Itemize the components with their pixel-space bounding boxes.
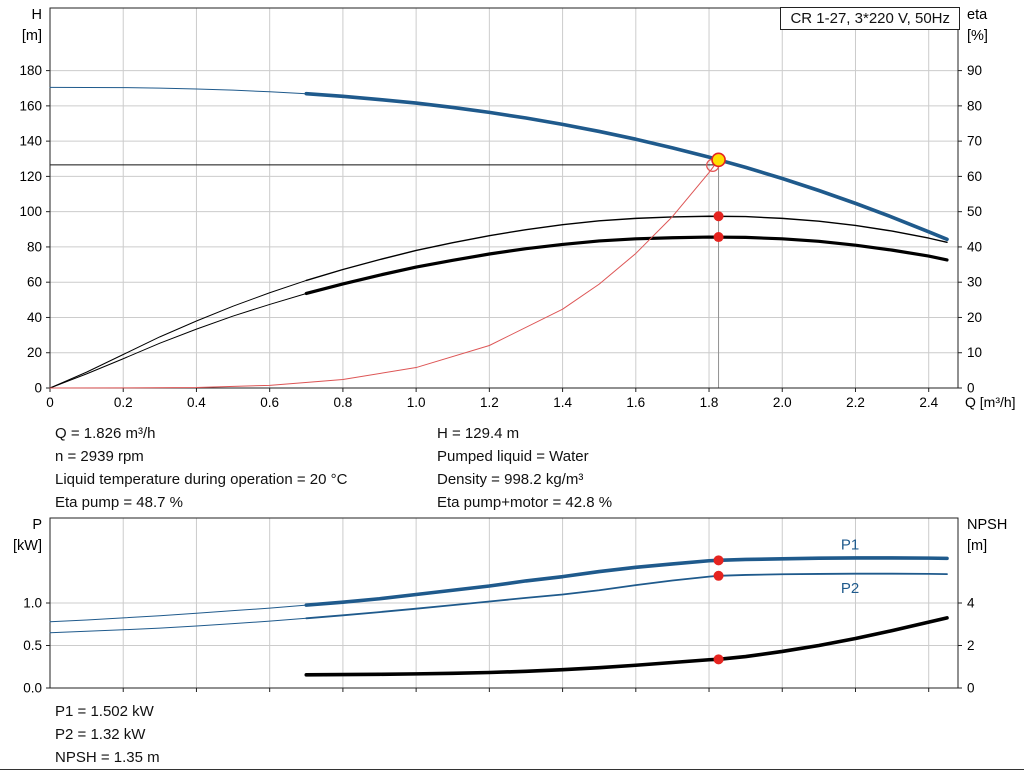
duty-value-dot xyxy=(713,555,724,566)
left-tick-label: 180 xyxy=(19,63,42,78)
pump-model-badge: CR 1-27, 3*220 V, 50Hz xyxy=(780,7,960,30)
x-tick-label: 1.2 xyxy=(480,395,499,410)
info-line-p1: P1 = 1.502 kW xyxy=(55,703,154,720)
p1-curve-extrapolated xyxy=(49,604,307,623)
right-axis-title: [%] xyxy=(967,28,988,44)
right-tick-label: 4 xyxy=(967,596,975,611)
right-tick-label: 0 xyxy=(967,381,975,396)
right-tick-label: 80 xyxy=(967,98,982,113)
duty-info-left-column: Q = 1.826 m³/h n = 2939 rpm Liquid tempe… xyxy=(55,422,347,514)
right-tick-label: 20 xyxy=(967,310,982,325)
info-line-eta-total: Eta pump+motor = 42.8 % xyxy=(437,494,613,511)
left-tick-label: 60 xyxy=(27,275,42,290)
info-line-q: Q = 1.826 m³/h xyxy=(55,425,156,442)
left-axis-title: H xyxy=(32,7,42,23)
x-tick-label: 2.4 xyxy=(919,395,938,410)
left-tick-label: 120 xyxy=(19,169,42,184)
info-line-rpm: n = 2939 rpm xyxy=(55,448,144,465)
power-info-column: P1 = 1.502 kW P2 = 1.32 kW NPSH = 1.35 m xyxy=(55,700,160,769)
h-curve xyxy=(304,91,949,242)
x-tick-label: 1.0 xyxy=(407,395,426,410)
right-tick-label: 90 xyxy=(967,63,982,78)
right-axis-title: [m] xyxy=(967,538,987,554)
eta-pump-motor-curve xyxy=(304,235,949,296)
left-tick-label: 0.5 xyxy=(23,638,42,653)
chart-frame xyxy=(49,7,959,389)
x-tick-label: 2.0 xyxy=(773,395,792,410)
left-tick-label: 1.0 xyxy=(23,596,42,611)
right-tick-label: 2 xyxy=(967,638,975,653)
p2-curve xyxy=(305,572,948,620)
info-line-liquid: Pumped liquid = Water xyxy=(437,448,589,465)
right-tick-label: 0 xyxy=(967,681,975,696)
x-tick-label: 0.2 xyxy=(114,395,133,410)
p1-curve xyxy=(304,556,949,607)
series-label-p1: P1 xyxy=(841,536,859,553)
left-tick-label: 160 xyxy=(19,98,42,113)
x-tick-label: 1.6 xyxy=(626,395,645,410)
info-line-density: Density = 998.2 kg/m³ xyxy=(437,471,584,488)
eta-pump-curve-extrapolated xyxy=(49,279,307,389)
duty-value-dot xyxy=(713,211,724,222)
left-tick-label: 100 xyxy=(19,204,42,219)
x-tick-label: 1.4 xyxy=(553,395,572,410)
load-curve xyxy=(49,159,720,389)
info-line-p2: P2 = 1.32 kW xyxy=(55,726,146,743)
left-axis-title: [kW] xyxy=(13,538,42,554)
x-tick-label: 0.8 xyxy=(334,395,353,410)
left-tick-label: 0.0 xyxy=(23,681,42,696)
right-tick-label: 70 xyxy=(967,134,982,149)
right-tick-label: 40 xyxy=(967,239,982,254)
right-tick-label: 50 xyxy=(967,204,982,219)
duty-value-dot xyxy=(713,570,724,581)
duty-point-marker xyxy=(711,152,726,168)
left-axis-title: P xyxy=(32,517,42,533)
left-tick-label: 0 xyxy=(34,381,42,396)
left-tick-label: 140 xyxy=(19,134,42,149)
right-tick-label: 60 xyxy=(967,169,982,184)
right-tick-label: 10 xyxy=(967,345,982,360)
h-curve-extrapolated xyxy=(49,86,307,95)
right-tick-label: 30 xyxy=(967,275,982,290)
info-line-temperature: Liquid temperature during operation = 20… xyxy=(55,471,348,488)
info-line-eta-pump: Eta pump = 48.7 % xyxy=(55,494,183,511)
duty-info-right-column: H = 129.4 m Pumped liquid = Water Densit… xyxy=(437,422,612,514)
x-tick-label: 1.8 xyxy=(700,395,719,410)
bottom-divider xyxy=(0,769,1024,770)
p2-curve-extrapolated xyxy=(49,617,307,634)
info-line-npsh: NPSH = 1.35 m xyxy=(55,749,160,766)
x-tick-label: 2.2 xyxy=(846,395,865,410)
info-line-h: H = 129.4 m xyxy=(437,425,520,442)
eta-pump-motor-curve-extrapolated xyxy=(49,292,307,389)
eta-pump-curve xyxy=(305,215,948,282)
left-tick-label: 80 xyxy=(27,239,42,254)
x-tick-label: 0.4 xyxy=(187,395,206,410)
duty-value-dot xyxy=(713,232,724,243)
left-tick-label: 40 xyxy=(27,310,42,325)
x-axis-title: Q [m³/h] xyxy=(965,394,1016,410)
duty-value-dot xyxy=(713,654,724,665)
x-tick-label: 0 xyxy=(46,395,54,410)
right-axis-title: NPSH xyxy=(967,517,1007,533)
npsh-curve xyxy=(304,616,949,677)
x-tick-label: 0.6 xyxy=(260,395,279,410)
right-axis-title: eta xyxy=(967,7,988,23)
series-label-p2: P2 xyxy=(841,580,859,597)
left-axis-title: [m] xyxy=(22,28,42,44)
left-tick-label: 20 xyxy=(27,345,42,360)
